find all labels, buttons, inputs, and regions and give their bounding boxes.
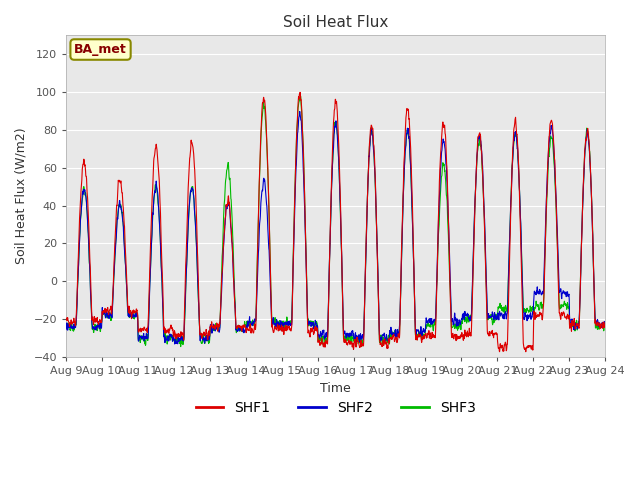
SHF3 — [297, 93, 305, 99]
SHF2 — [351, 330, 359, 336]
SHF1 — [363, 209, 371, 215]
SHF1 — [351, 337, 359, 343]
SHF3 — [554, 263, 562, 269]
Line: SHF1: SHF1 — [66, 92, 605, 352]
SHF2 — [554, 250, 562, 256]
SHF1 — [62, 317, 70, 323]
SHF1 — [492, 330, 500, 336]
SHF2 — [493, 313, 500, 319]
SHF3 — [364, 201, 371, 206]
SHF1 — [602, 319, 609, 325]
SHF3 — [493, 317, 500, 323]
SHF2 — [296, 108, 303, 114]
SHF3 — [177, 344, 184, 349]
SHF2 — [62, 327, 70, 333]
SHF1 — [554, 267, 562, 273]
SHF2 — [364, 201, 371, 206]
Legend: SHF1, SHF2, SHF3: SHF1, SHF2, SHF3 — [190, 396, 481, 421]
SHF3 — [213, 322, 221, 328]
Y-axis label: Soil Heat Flux (W/m2): Soil Heat Flux (W/m2) — [15, 128, 28, 264]
Title: Soil Heat Flux: Soil Heat Flux — [283, 15, 388, 30]
SHF1 — [296, 89, 304, 95]
Line: SHF2: SHF2 — [66, 111, 605, 344]
SHF2 — [171, 341, 179, 347]
SHF3 — [569, 318, 577, 324]
X-axis label: Time: Time — [320, 382, 351, 395]
SHF2 — [569, 319, 577, 325]
SHF2 — [213, 326, 221, 332]
SHF3 — [351, 334, 359, 339]
Text: BA_met: BA_met — [74, 43, 127, 56]
SHF1 — [496, 349, 504, 355]
SHF3 — [602, 322, 609, 327]
SHF1 — [569, 322, 577, 327]
SHF3 — [62, 324, 70, 330]
Line: SHF3: SHF3 — [66, 96, 605, 347]
SHF2 — [602, 321, 609, 326]
SHF1 — [212, 322, 220, 327]
